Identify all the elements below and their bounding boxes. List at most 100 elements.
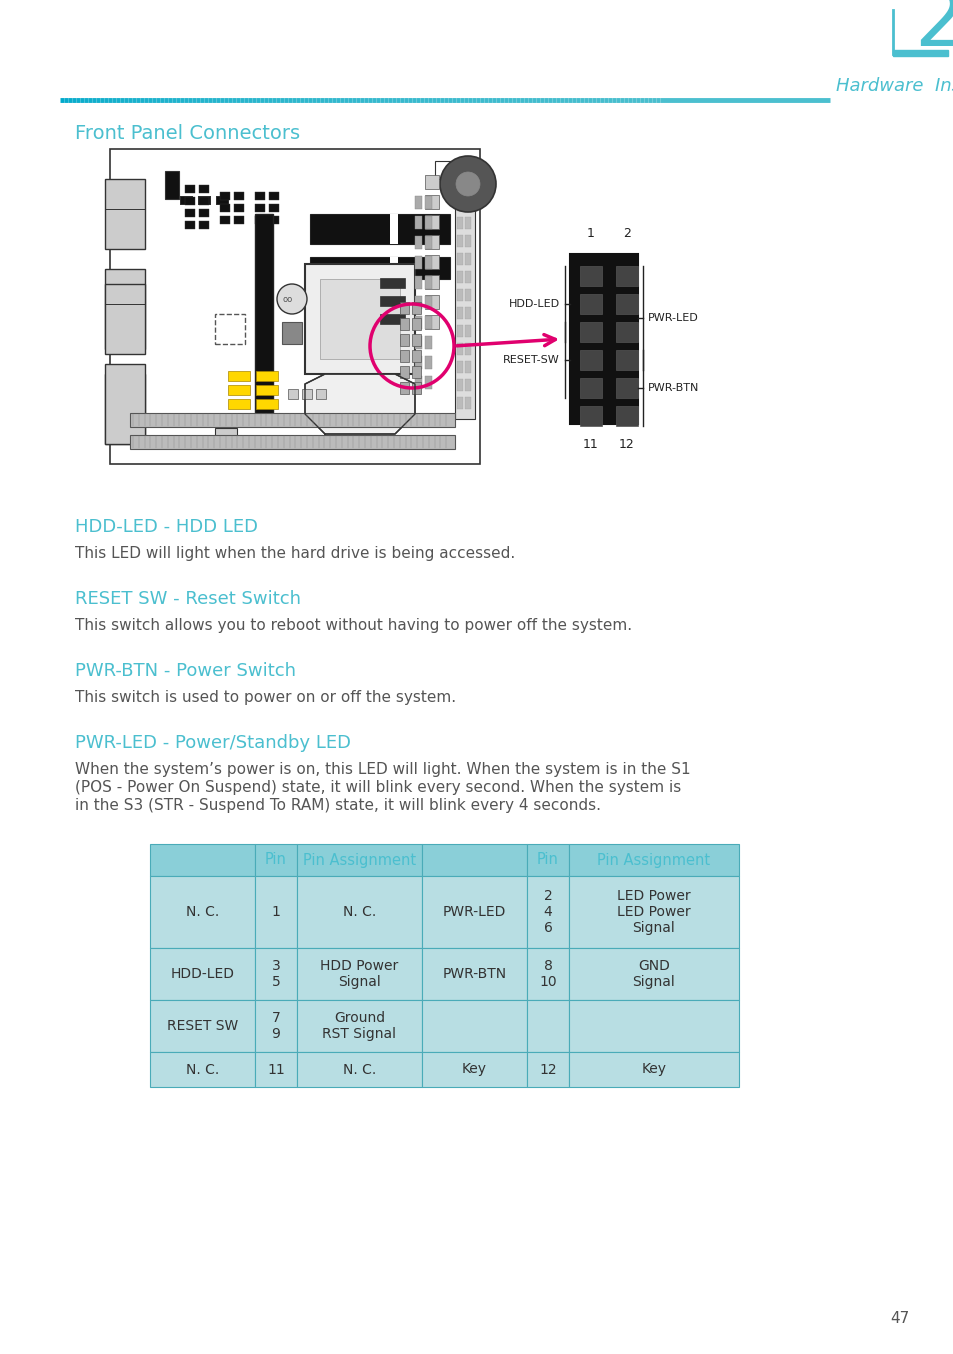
- Text: RESET-SW: RESET-SW: [503, 355, 559, 366]
- Bar: [296, 876, 421, 948]
- Bar: [233, 204, 244, 213]
- Bar: [526, 1052, 568, 1087]
- Bar: [105, 284, 145, 353]
- Bar: [421, 1001, 526, 1052]
- Bar: [228, 399, 250, 409]
- Text: 9: 9: [272, 1026, 280, 1041]
- Bar: [424, 175, 438, 190]
- Bar: [220, 217, 230, 223]
- Bar: [255, 385, 277, 395]
- Bar: [616, 378, 638, 398]
- Bar: [199, 209, 209, 217]
- Text: Ground: Ground: [334, 1011, 385, 1025]
- Bar: [254, 214, 273, 414]
- Text: Hardware  Installation: Hardware Installation: [835, 77, 953, 95]
- Bar: [424, 376, 432, 389]
- Bar: [412, 349, 420, 362]
- Bar: [198, 196, 210, 204]
- Bar: [180, 196, 192, 204]
- Bar: [421, 948, 526, 1001]
- Bar: [455, 184, 475, 418]
- Bar: [254, 876, 296, 948]
- Text: 8: 8: [543, 959, 552, 974]
- Bar: [282, 322, 302, 344]
- Text: PWR-BTN: PWR-BTN: [442, 967, 506, 982]
- Bar: [464, 236, 471, 246]
- Bar: [424, 196, 432, 209]
- Text: N. C.: N. C.: [186, 1063, 219, 1076]
- Bar: [390, 214, 397, 244]
- Bar: [526, 948, 568, 1001]
- Bar: [296, 1001, 421, 1052]
- Bar: [464, 271, 471, 283]
- Text: When the system’s power is on, this LED will light. When the system is in the S1: When the system’s power is on, this LED …: [75, 762, 690, 777]
- Bar: [233, 217, 244, 223]
- Bar: [616, 265, 638, 286]
- Text: 1: 1: [272, 904, 280, 919]
- Bar: [379, 314, 405, 324]
- Text: N. C.: N. C.: [186, 904, 219, 919]
- Bar: [568, 948, 739, 1001]
- Bar: [399, 318, 409, 330]
- Bar: [526, 876, 568, 948]
- Text: Front Panel Connectors: Front Panel Connectors: [75, 125, 300, 144]
- Text: Key: Key: [461, 1063, 486, 1076]
- Bar: [568, 1001, 739, 1052]
- Bar: [310, 257, 450, 279]
- Bar: [464, 288, 471, 301]
- Text: Pin Assignment: Pin Assignment: [303, 853, 416, 868]
- Bar: [415, 315, 421, 329]
- Bar: [254, 948, 296, 1001]
- Text: PWR-LED - Power/Standby LED: PWR-LED - Power/Standby LED: [75, 734, 351, 751]
- Bar: [464, 397, 471, 409]
- Bar: [616, 349, 638, 370]
- Bar: [185, 221, 194, 229]
- Bar: [579, 378, 601, 398]
- Text: oo: oo: [283, 295, 293, 305]
- Text: Pin Assignment: Pin Assignment: [597, 853, 710, 868]
- Bar: [456, 343, 462, 355]
- Bar: [464, 362, 471, 372]
- Bar: [180, 196, 192, 204]
- Bar: [399, 366, 409, 378]
- Bar: [412, 302, 420, 314]
- Bar: [424, 315, 432, 329]
- Bar: [456, 217, 462, 229]
- Bar: [424, 195, 438, 209]
- Text: PWR-BTN - Power Switch: PWR-BTN - Power Switch: [75, 662, 295, 680]
- Bar: [150, 844, 254, 876]
- Text: PWR-LED: PWR-LED: [647, 313, 698, 324]
- Bar: [526, 844, 568, 876]
- Bar: [424, 356, 432, 370]
- Bar: [214, 428, 236, 444]
- Bar: [228, 371, 250, 380]
- Bar: [165, 171, 179, 199]
- Bar: [399, 302, 409, 314]
- Text: RESET SW - Reset Switch: RESET SW - Reset Switch: [75, 590, 301, 608]
- Text: 12: 12: [618, 437, 634, 451]
- Bar: [254, 192, 265, 200]
- Bar: [568, 876, 739, 948]
- Text: LED Power: LED Power: [617, 890, 690, 903]
- Bar: [412, 318, 420, 330]
- Bar: [105, 269, 145, 349]
- Bar: [390, 257, 397, 279]
- Bar: [424, 236, 432, 249]
- Bar: [424, 295, 438, 309]
- Bar: [254, 204, 265, 213]
- Bar: [415, 276, 421, 288]
- Text: This LED will light when the hard drive is being accessed.: This LED will light when the hard drive …: [75, 546, 515, 561]
- Bar: [110, 149, 479, 464]
- Bar: [464, 307, 471, 320]
- Text: HDD Power: HDD Power: [320, 959, 398, 974]
- Bar: [199, 196, 209, 204]
- Bar: [456, 236, 462, 246]
- Bar: [296, 948, 421, 1001]
- Bar: [198, 414, 210, 424]
- Bar: [421, 1052, 526, 1087]
- Bar: [464, 325, 471, 337]
- Text: 3: 3: [272, 959, 280, 974]
- Bar: [526, 1001, 568, 1052]
- Bar: [399, 334, 409, 347]
- Bar: [215, 196, 228, 204]
